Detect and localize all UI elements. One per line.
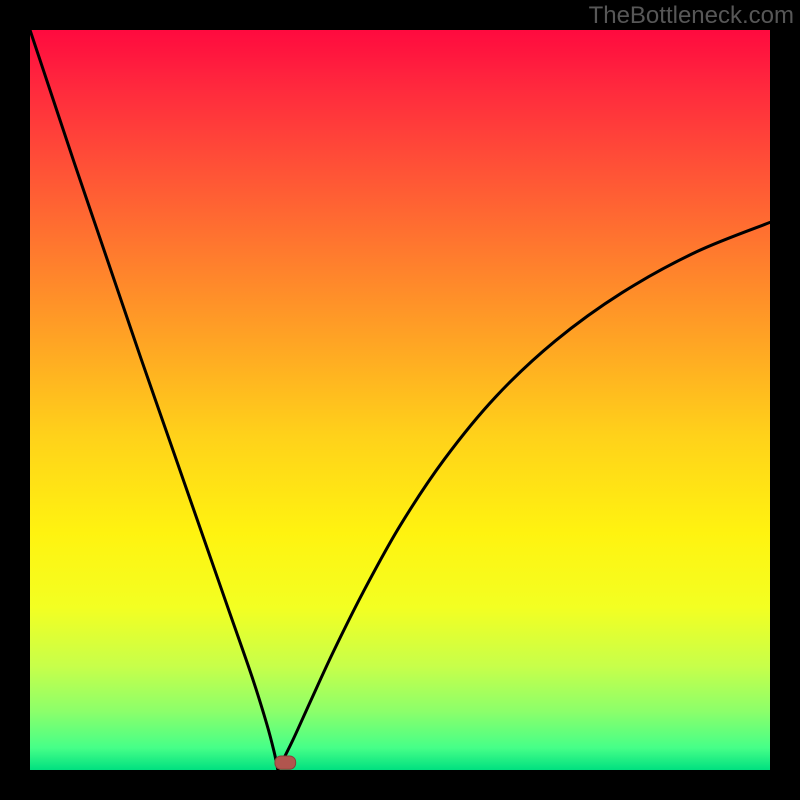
plot-area	[30, 30, 770, 770]
chart-frame: TheBottleneck.com	[0, 0, 800, 800]
attribution-text: TheBottleneck.com	[589, 2, 794, 30]
